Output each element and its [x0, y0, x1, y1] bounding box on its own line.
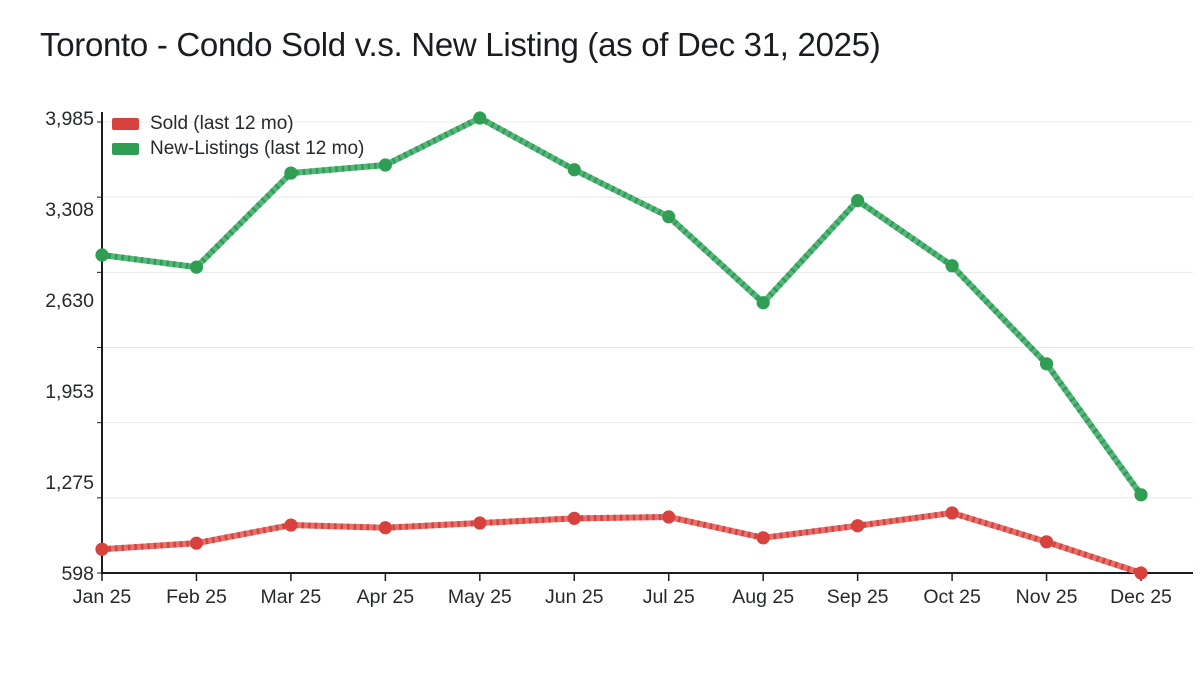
y-tick-label: 1,953: [45, 381, 94, 403]
sold-data-point: [284, 518, 298, 532]
new-listings-line: [99, 115, 1144, 498]
new-listings-data-point: [662, 210, 676, 224]
legend-item-sold[interactable]: Sold (last 12 mo): [112, 111, 364, 136]
y-tick-label: 1,275: [45, 472, 94, 494]
new-listings-line-stripes: [101, 115, 1144, 497]
sold-data-point: [567, 511, 581, 525]
y-tick-label: 3,985: [45, 108, 94, 130]
sold-data-point: [189, 536, 204, 550]
x-tick-label: Nov 25: [1016, 586, 1078, 608]
x-tick-label: Apr 25: [357, 586, 415, 608]
legend-swatch-icon: [112, 142, 139, 155]
new-listings-data-point: [95, 248, 109, 262]
new-listings-data-point: [567, 163, 581, 177]
new-listings-data-point: [473, 111, 487, 125]
new-listings-data-point: [284, 166, 298, 180]
new-listings-data-point: [945, 259, 959, 273]
chart-title: Toronto - Condo Sold v.s. New Listing (a…: [40, 26, 881, 63]
sold-data-point: [1134, 566, 1148, 580]
legend-label: New-Listings (last 12 mo): [150, 138, 365, 159]
sold-data-point: [473, 516, 487, 530]
axis-line: [101, 112, 1193, 574]
x-tick-label: Oct 25: [923, 586, 981, 608]
new-listings-data-point: [1039, 357, 1054, 371]
new-listings-data-point: [1134, 488, 1148, 502]
y-tick-label: 3,308: [45, 199, 94, 221]
x-tick-label: Jul 25: [643, 586, 695, 608]
x-tick-label: Feb 25: [166, 586, 227, 608]
x-tick-label: Dec 25: [1110, 586, 1172, 608]
legend-label: Sold (last 12 mo): [150, 113, 294, 134]
new-listings-data-point: [189, 260, 204, 274]
new-listings-data-point: [378, 158, 392, 172]
sold-data-point: [95, 542, 109, 556]
x-tick-label: Jan 25: [73, 586, 132, 608]
sold-line-stripes: [101, 509, 1142, 576]
chart-legend: Sold (last 12 mo) New-Listings (last 12 m…: [112, 111, 364, 161]
new-listings-data-point: [851, 194, 865, 208]
y-tick-label: 2,630: [45, 290, 94, 312]
sold-data-point: [851, 519, 865, 533]
sold-data-point: [1039, 535, 1054, 549]
x-tick-label: May 25: [448, 586, 512, 608]
new-listings-data-point: [756, 296, 770, 310]
y-tick-label: 598: [61, 563, 94, 585]
sold-data-point: [945, 506, 959, 520]
legend-item-new-listings[interactable]: New-Listings (last 12 mo): [112, 136, 364, 161]
sold-line: [99, 509, 1144, 576]
sold-data-point: [378, 521, 392, 535]
x-tick-label: Sep 25: [827, 586, 889, 608]
sold-data-point: [756, 531, 770, 545]
x-tick-label: Mar 25: [261, 586, 322, 608]
x-tick-label: Jun 25: [545, 586, 604, 608]
sold-data-point: [662, 510, 676, 524]
x-tick-label: Aug 25: [732, 586, 794, 608]
legend-swatch-icon: [112, 117, 139, 130]
